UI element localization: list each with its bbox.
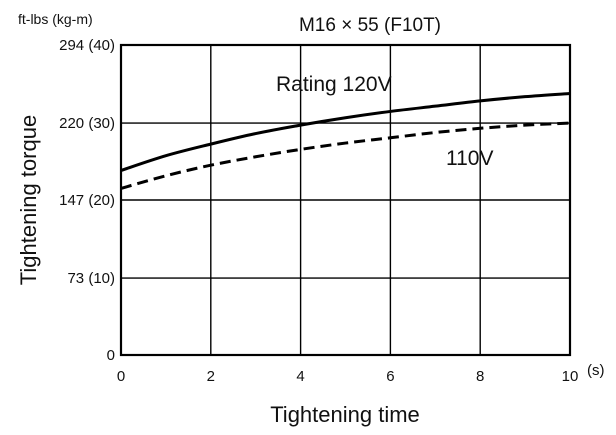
y-tick-label: 0 — [107, 347, 115, 364]
y-unit-label: ft-lbs (kg-m) — [18, 11, 93, 27]
series-line-0 — [120, 92, 571, 172]
plot-frame — [119, 43, 572, 357]
series-layer — [120, 92, 571, 190]
x-tick-label: 6 — [386, 368, 394, 385]
x-axis-label: Tightening time — [270, 402, 420, 427]
y-tick-label: 294 (40) — [59, 37, 115, 54]
x-unit-label: (s) — [587, 362, 605, 379]
x-tick-label: 0 — [117, 368, 125, 385]
y-tick-label: 147 (20) — [59, 192, 115, 209]
chart-title: M16 × 55 (F10T) — [299, 15, 441, 36]
y-axis-label: Tightening torque — [16, 115, 41, 285]
x-tick-label: 4 — [296, 368, 304, 385]
x-tick-label: 10 — [562, 368, 579, 385]
x-tick-label: 8 — [476, 368, 484, 385]
tick-layer: 0 2 4 6 8 10 0 73 (10) 147 (20) 220 (30) 294 (40) — [59, 37, 578, 385]
x-tick-label: 2 — [207, 368, 215, 385]
y-tick-label: 220 (30) — [59, 115, 115, 132]
series-label-rating-120v: Rating 120V — [276, 73, 392, 96]
y-tick-label: 73 (10) — [67, 270, 115, 287]
grid-layer — [121, 45, 570, 355]
series-label-110v: 110V — [446, 147, 494, 170]
series-line-1 — [120, 121, 571, 190]
